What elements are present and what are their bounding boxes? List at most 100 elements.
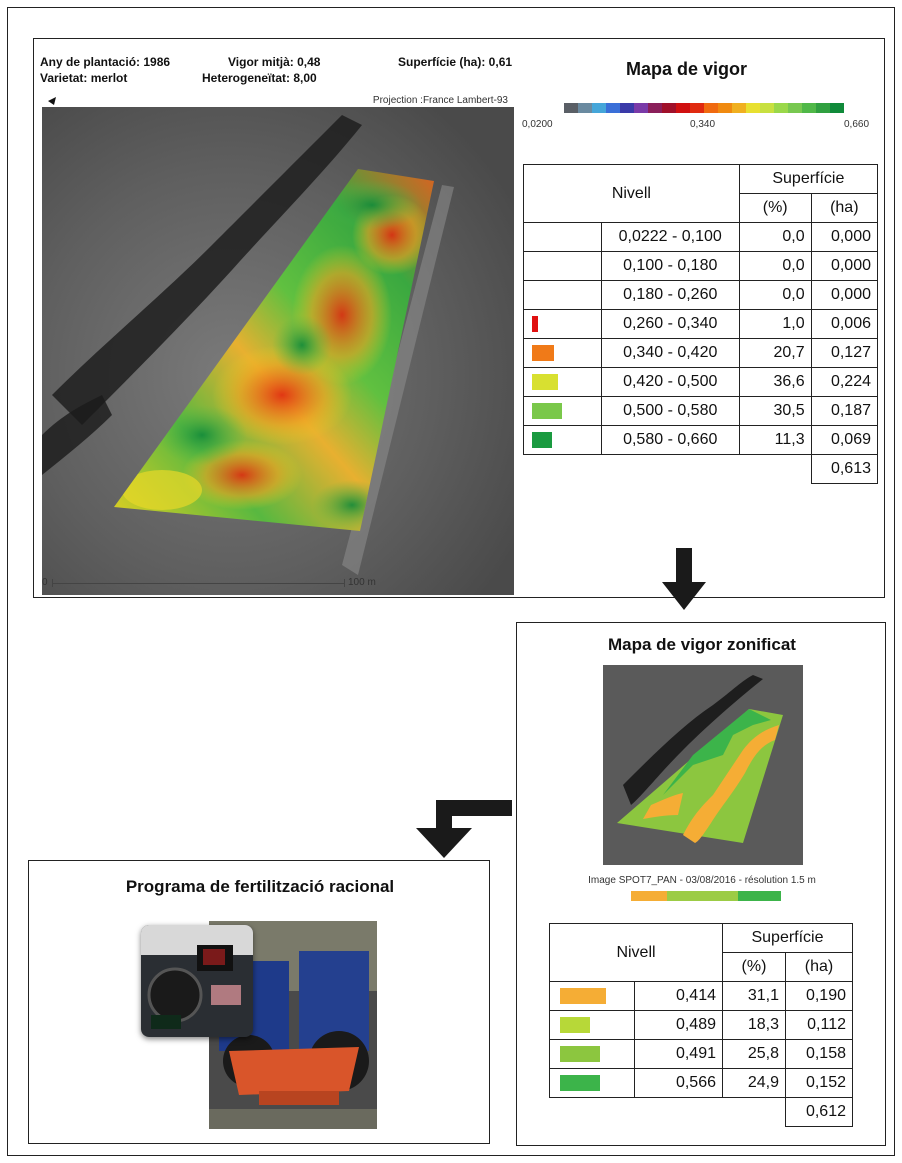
zone-pct: 24,9 [722,1068,786,1098]
level-ha: 0,069 [810,425,879,455]
vigor-map-image [42,97,514,595]
level-pct: 11,3 [738,425,812,455]
zone-level: 0,566 [634,1068,723,1098]
table-row: 0,420 - 0,500 36,6 0,224 [523,367,879,397]
zoned-map-caption: Image SPOT7_PAN - 03/08/2016 - résolutio… [588,875,816,886]
empty-cell [635,1098,723,1127]
outer-frame [7,7,895,1156]
scale-swatch [620,103,634,113]
level-range: 0,420 - 0,500 [600,367,740,397]
total-row: 0,612 [550,1097,853,1127]
zoned-pct-header: (%) [722,952,786,982]
zone-swatch-cell [549,981,635,1011]
total-row: 0,613 [524,454,879,484]
scale-tick-right [344,579,345,587]
zone-ha: 0,152 [785,1068,853,1098]
level-ha: 0,000 [810,280,879,310]
variety: Varietat: merlot [40,71,128,85]
zoned-surface-header: Superfície [722,923,853,953]
level-range: 0,500 - 0,580 [600,396,740,426]
level-ha: 0,187 [810,396,879,426]
zone-swatch [560,1045,600,1062]
scale-swatch [732,103,746,113]
level-header: Nivell [523,164,740,223]
empty-cell [524,455,602,484]
scale-tick-left [52,579,53,587]
scale-bar [52,583,344,584]
zone-pct: 25,8 [722,1039,786,1069]
zone-level: 0,414 [634,981,723,1011]
scale-swatch [690,103,704,113]
surface-total: Superfície (ha): 0,61 [398,55,513,69]
level-range: 0,260 - 0,340 [600,309,740,339]
scale-swatch [606,103,620,113]
empty-cell [601,455,739,484]
scale-swatch [760,103,774,113]
scale-swatch [774,103,788,113]
table-row: 0,414 31,1 0,190 [549,981,853,1011]
scale-swatch [788,103,802,113]
level-swatch [532,373,558,390]
ha-header: (ha) [810,193,879,223]
scale-swatch [648,103,662,113]
scale-end: 100 m [348,577,376,588]
zoned-map-panel: Mapa de vigor zonificat Image SPOT7_PAN … [516,622,886,1146]
zoned-ha-header: (ha) [785,952,853,982]
zone-pct: 18,3 [722,1010,786,1040]
level-range: 0,100 - 0,180 [600,251,740,281]
zoned-total-ha: 0,612 [785,1097,853,1127]
zoned-map-image [603,665,803,865]
tractor-cabin-photo [141,925,253,1037]
empty-cell [550,1098,635,1127]
scale-swatch [816,103,830,113]
vigor-level-table: Nivell Superfície (%) (ha) 0,0222 - 0,10… [523,164,879,484]
level-swatch-cell [523,425,602,455]
zone-swatch [560,1074,600,1091]
table-row: 0,566 24,9 0,152 [549,1068,853,1098]
level-swatch [532,402,562,419]
level-ha: 0,127 [810,338,879,368]
table-row: 0,580 - 0,660 11,3 0,069 [523,425,879,455]
zone-legend-swatch [666,891,739,901]
zone-swatch-cell [549,1039,635,1069]
level-swatch [532,431,552,448]
zone-pct: 31,1 [722,981,786,1011]
vigor-satellite-map: Projection :France Lambert-93 [42,95,514,595]
scale-swatch [718,103,732,113]
table-row: 0,180 - 0,260 0,0 0,000 [523,280,879,310]
table-row: 0,0222 - 0,100 0,0 0,000 [523,222,879,252]
level-swatch-cell [523,309,602,339]
scale-zero: 0 [42,577,48,588]
scale-swatch [802,103,816,113]
zone-level: 0,491 [634,1039,723,1069]
table-row: 0,500 - 0,580 30,5 0,187 [523,396,879,426]
fertilization-panel: Programa de fertilització racional [28,860,490,1144]
zone-swatch-cell [549,1010,635,1040]
level-pct: 30,5 [738,396,812,426]
level-pct: 0,0 [738,251,812,281]
zoned-level-table: Nivell Superfície (%) (ha) 0,414 31,1 0,19… [549,923,853,1127]
vigor-map-panel: Any de plantació: 1986 Varietat: merlot … [33,38,885,598]
level-pct: 0,0 [738,280,812,310]
zone-swatch [560,1016,590,1033]
zone-level: 0,489 [634,1010,723,1040]
level-swatch-cell [523,367,602,397]
zone-legend-swatch [738,891,781,901]
scale-swatch [578,103,592,113]
zone-swatch [560,987,606,1004]
table-row: 0,100 - 0,180 0,0 0,000 [523,251,879,281]
zoned-map-title: Mapa de vigor zonificat [608,635,796,654]
level-range: 0,0222 - 0,100 [600,222,740,252]
scale-min-label: 0,0200 [522,119,553,130]
level-ha: 0,000 [810,222,879,252]
level-swatch-cell [523,251,602,281]
level-ha: 0,224 [810,367,879,397]
scale-swatch [830,103,844,113]
scale-swatch [662,103,676,113]
level-swatch-cell [523,396,602,426]
empty-cell [739,455,811,484]
level-swatch-cell [523,338,602,368]
level-swatch-cell [523,280,602,310]
vigor-color-scale [564,103,844,113]
level-range: 0,580 - 0,660 [600,425,740,455]
